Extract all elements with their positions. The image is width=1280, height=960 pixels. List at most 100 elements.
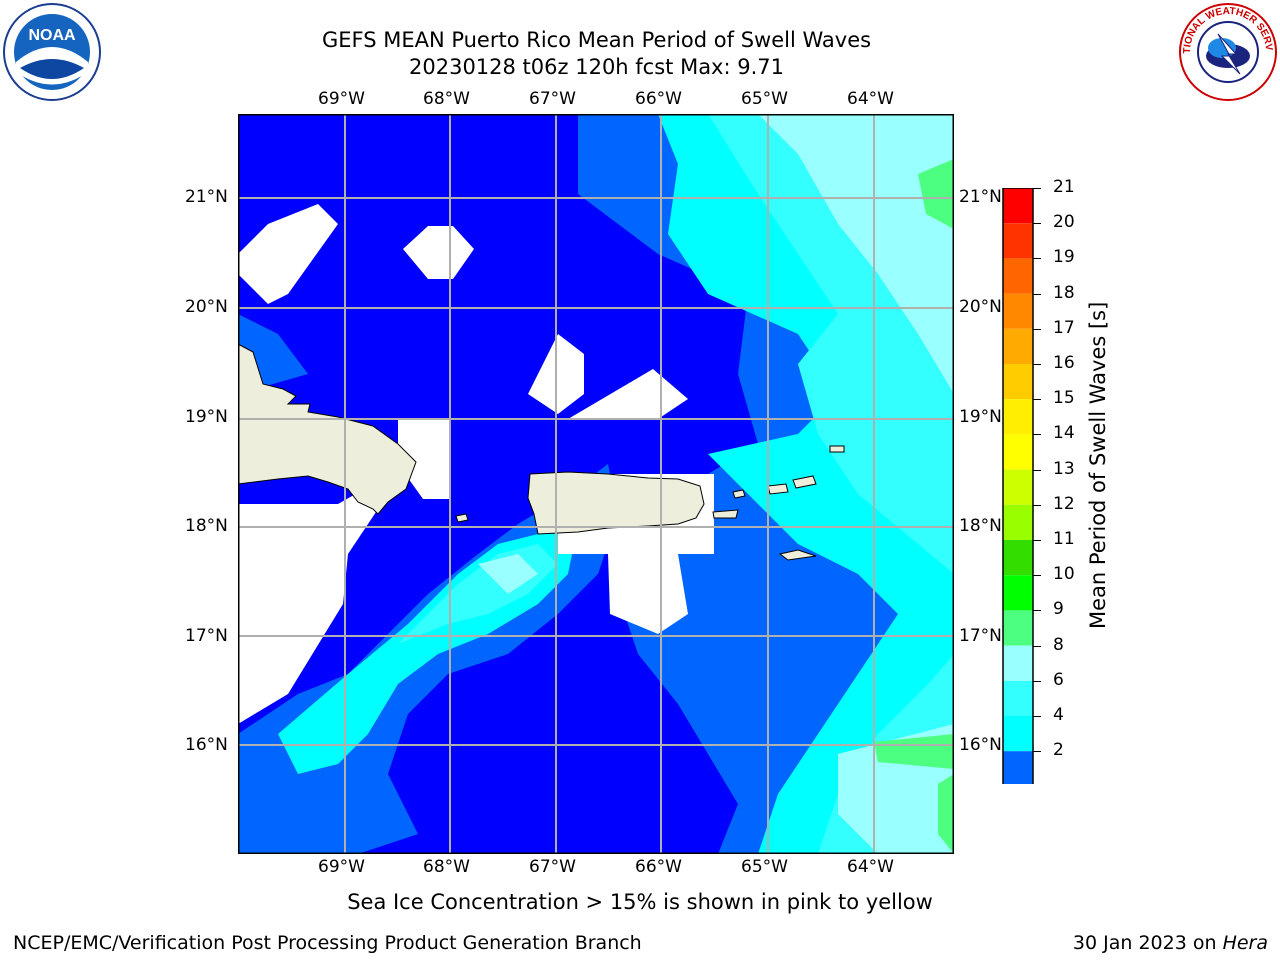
- lat-tick-left-17: 17°N: [185, 626, 228, 646]
- colorbar-tick-mark: [1033, 680, 1041, 682]
- contour-8-9-east: [758, 114, 954, 394]
- colorbar-swatches: [1002, 187, 1034, 814]
- credit-text: NCEP/EMC/Verification Post Processing Pr…: [13, 932, 642, 954]
- colorbar-swatch: [1003, 751, 1033, 787]
- lon-tick-bottom-64: 64°W: [847, 857, 894, 877]
- colorbar-swatch: [1003, 680, 1033, 716]
- map-panel: [237, 113, 955, 855]
- nodata-mona: [398, 419, 450, 499]
- colorbar-swatch: [1003, 540, 1033, 576]
- colorbar-tick-label: 18: [1053, 282, 1075, 303]
- lon-tick-bottom-68: 68°W: [423, 857, 470, 877]
- sea-ice-note: Sea Ice Concentration > 15% is shown in …: [347, 890, 933, 914]
- colorbar-tick-label: 9: [1053, 599, 1064, 620]
- colorbar-tick-mark: [1033, 399, 1041, 401]
- date-value: 30 Jan 2023 on: [1072, 932, 1223, 954]
- lon-tick-bottom-65: 65°W: [741, 857, 788, 877]
- colorbar-tick-mark: [1033, 575, 1041, 577]
- colorbar-tick-mark: [1033, 258, 1041, 260]
- lat-tick-right-21: 21°N: [959, 187, 1002, 207]
- lat-tick-left-20: 20°N: [185, 297, 228, 317]
- lon-tick-bottom-69: 69°W: [318, 857, 365, 877]
- machine-name: Hera: [1222, 932, 1268, 954]
- graticule: [238, 114, 954, 854]
- page-title: GEFS MEAN Puerto Rico Mean Period of Swe…: [321, 28, 872, 52]
- lat-tick-left-19: 19°N: [185, 407, 228, 427]
- nodata-south-pr2: [608, 554, 688, 634]
- colorbar-tick-label: 20: [1053, 212, 1075, 233]
- colorbar-tick-mark: [1033, 540, 1041, 541]
- colorbar-swatch: [1003, 223, 1033, 259]
- contour-9-10-ne: [918, 159, 954, 229]
- land-islet: [455, 513, 469, 523]
- nodata-center2: [568, 369, 688, 419]
- colorbar-swatch: [1003, 434, 1033, 470]
- colorbar-tick-mark: [1033, 469, 1041, 471]
- contour-8-9-west: [478, 554, 538, 594]
- colorbar-tick-mark: [1033, 434, 1041, 436]
- colorbar-swatch: [1003, 469, 1033, 505]
- lon-tick-top-67: 67°W: [529, 89, 576, 109]
- lat-tick-right-20: 20°N: [959, 297, 1002, 317]
- map-frame: [237, 113, 955, 855]
- colorbar-tick-mark: [1033, 223, 1041, 225]
- page-subtitle: 20230128 t06z 120h fcst Max: 9.71: [409, 55, 784, 79]
- contour-6-8-east: [708, 114, 954, 854]
- colorbar-swatch: [1003, 188, 1033, 224]
- colorbar-swatch: [1003, 328, 1033, 364]
- lat-tick-left-21: 21°N: [185, 187, 228, 207]
- lon-tick-top-68: 68°W: [423, 89, 470, 109]
- lon-tick-bottom-66: 66°W: [635, 857, 682, 877]
- colorbar-tick-mark: [1033, 716, 1041, 717]
- lon-tick-top-69: 69°W: [318, 89, 365, 109]
- noaa-logo: NOAA: [2, 2, 102, 102]
- colorbar-tick-mark: [1033, 504, 1041, 506]
- colorbar: [1002, 187, 1034, 814]
- land-virgin-islands: [712, 445, 845, 561]
- colorbar-tick-mark: [1033, 364, 1041, 365]
- colorbar-swatch: [1003, 610, 1033, 646]
- lat-tick-left-18: 18°N: [185, 516, 228, 536]
- colorbar-tick-mark: [1033, 610, 1041, 612]
- colorbar-tick-label: 21: [1053, 177, 1075, 197]
- lon-tick-top-66: 66°W: [635, 89, 682, 109]
- swell-period-map: [237, 113, 955, 855]
- colorbar-swatch: [1003, 575, 1033, 611]
- colorbar-tick-label: 14: [1053, 423, 1075, 444]
- colorbar-tick-label: 2: [1053, 740, 1064, 761]
- colorbar-tick-label: 19: [1053, 247, 1075, 268]
- nodata-nw1: [238, 204, 338, 304]
- colorbar-tick-label: 10: [1053, 564, 1075, 585]
- colorbar-swatch: [1003, 364, 1033, 400]
- lat-tick-right-17: 17°N: [959, 626, 1002, 646]
- colorbar-swatch: [1003, 293, 1033, 329]
- colorbar-tick-mark: [1033, 751, 1041, 753]
- colorbar-tick-label: 15: [1053, 388, 1075, 409]
- colorbar-swatch: [1003, 645, 1033, 681]
- nws-logo: NATIONAL WEATHER SERVICE: [1174, 0, 1278, 102]
- colorbar-tick-mark: [1033, 293, 1041, 295]
- colorbar-swatch: [1003, 504, 1033, 540]
- lat-tick-right-16: 16°N: [959, 735, 1002, 755]
- colorbar-swatch: [1003, 716, 1033, 752]
- colorbar-title: Mean Period of Swell Waves [s]: [1086, 301, 1110, 629]
- nodata-sw: [238, 464, 408, 724]
- colorbar-tick-mark: [1033, 645, 1041, 647]
- contour-9-10-se2: [938, 774, 954, 854]
- colorbar-tick-label: 13: [1053, 458, 1075, 479]
- nodata-nw2: [403, 226, 474, 279]
- colorbar-tick-label: 12: [1053, 493, 1075, 514]
- colorbar-tick-label: 11: [1053, 529, 1075, 549]
- svg-text:NOAA: NOAA: [28, 27, 76, 44]
- land-hispaniola: [237, 343, 417, 515]
- date-text: 30 Jan 2023 on Hera: [1073, 932, 1268, 954]
- colorbar-swatch: [1003, 399, 1033, 435]
- colorbar-tick-label: 4: [1053, 705, 1064, 725]
- colorbar-tick-mark: [1033, 188, 1041, 189]
- colorbar-tick-label: 17: [1053, 317, 1075, 338]
- lat-tick-right-19: 19°N: [959, 407, 1002, 427]
- colorbar-tick-label: 8: [1053, 634, 1064, 655]
- lat-tick-left-16: 16°N: [185, 735, 228, 755]
- lon-tick-top-65: 65°W: [741, 89, 788, 109]
- colorbar-tick-label: 6: [1053, 669, 1064, 690]
